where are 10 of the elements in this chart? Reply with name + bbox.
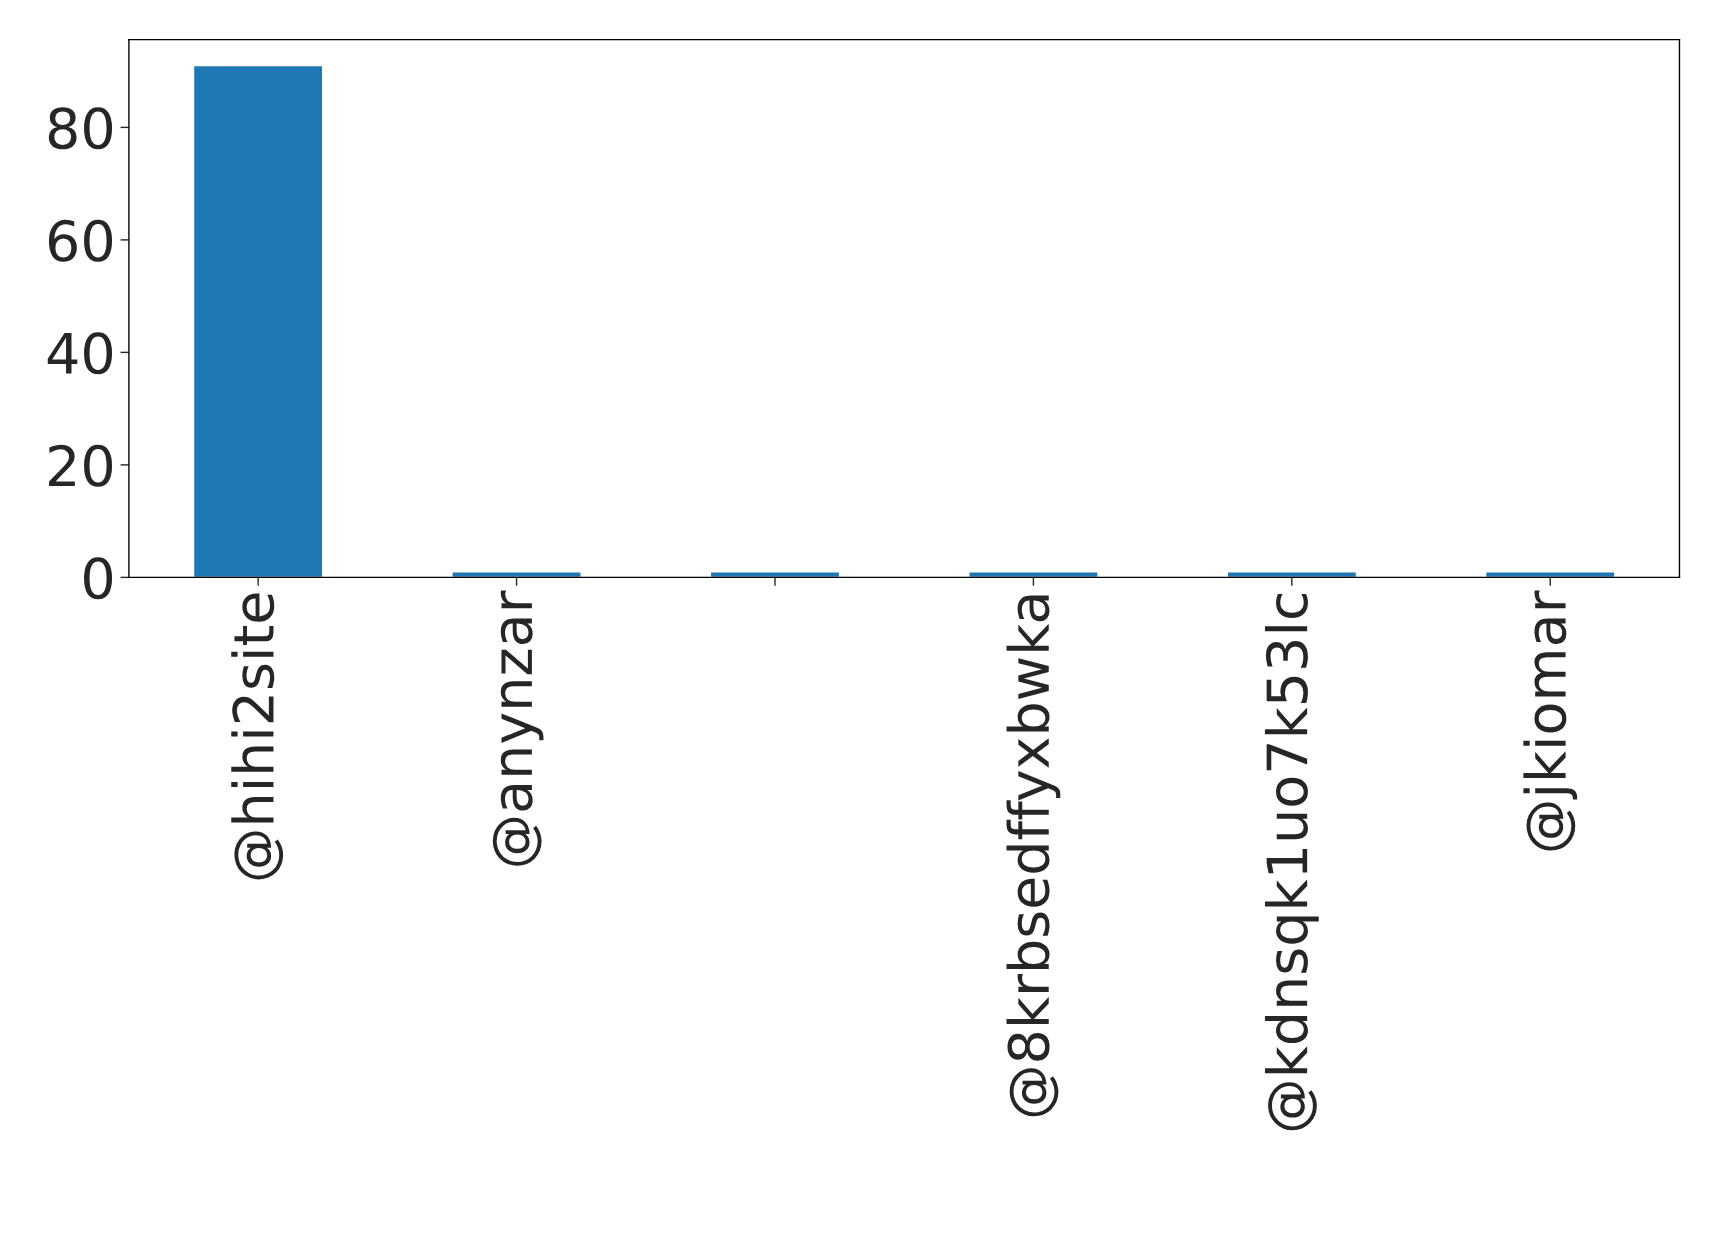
x-tick-label: @kdnsqk1uo7k53lc — [1264, 594, 1319, 1131]
x-tick-label: @hihi2site — [231, 593, 284, 880]
y-tick-label: 0 — [84, 557, 113, 600]
y-tick-label: 20 — [49, 444, 113, 487]
y-tick-label: 60 — [48, 219, 113, 262]
x-tick-label: @jkiomar — [1523, 590, 1578, 851]
x-tick-label: @anynzar — [492, 590, 544, 866]
x-tick-label: @8krbsedffyxbwka — [1006, 595, 1061, 1117]
y-tick-label: 40 — [47, 332, 113, 375]
y-tick-label: 80 — [48, 107, 113, 150]
